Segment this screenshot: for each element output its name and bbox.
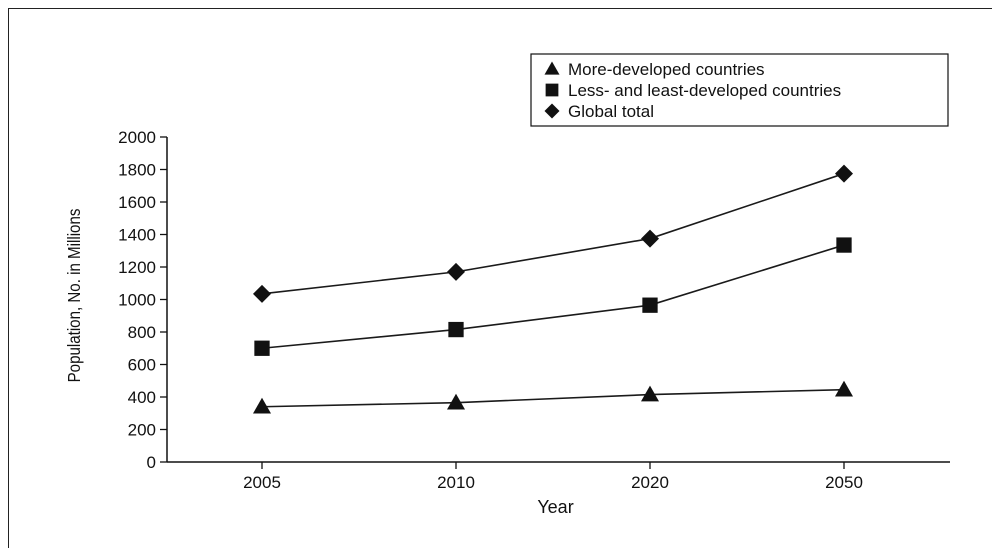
y-tick-label: 1800 xyxy=(118,161,156,180)
square-marker xyxy=(642,297,658,313)
triangle-marker xyxy=(544,61,560,75)
legend-items: More-developed countries Less- and least-… xyxy=(544,60,841,121)
x-tick-label: 2020 xyxy=(631,473,669,492)
y-tick-label: 400 xyxy=(128,388,156,407)
triangle-marker xyxy=(835,380,853,397)
x-tick-label: 2010 xyxy=(437,473,475,492)
triangle-marker xyxy=(641,385,659,402)
square-marker xyxy=(254,340,270,356)
series-diamond xyxy=(253,164,853,303)
y-tick-label: 2000 xyxy=(118,128,156,147)
series-line xyxy=(261,388,845,408)
legend-item: Less- and least-developed countries xyxy=(545,81,841,100)
y-tick-label: 200 xyxy=(128,421,156,440)
diamond-marker xyxy=(253,284,271,303)
y-tick-label: 0 xyxy=(147,453,156,472)
legend-item: More-developed countries xyxy=(544,60,765,79)
y-tick-label: 1200 xyxy=(118,258,156,277)
legend: More-developed countries Less- and least-… xyxy=(530,53,949,127)
legend-label: Less- and least-developed countries xyxy=(568,81,841,100)
triangle-marker xyxy=(447,393,465,410)
diamond-marker xyxy=(835,164,853,183)
legend-box xyxy=(530,53,949,127)
diamond-marker xyxy=(447,262,465,281)
y-tick-label: 1000 xyxy=(118,291,156,310)
series-square xyxy=(254,237,852,356)
series-layer xyxy=(253,164,853,414)
x-axis-ticks: 2005 2010 2020 2050 xyxy=(243,462,863,492)
series-line xyxy=(261,244,845,350)
y-axis-ticks: 0 200 400 600 800 1000 1200 1400 1600 1800 2000 xyxy=(118,128,167,472)
chart-frame xyxy=(8,8,992,548)
x-tick-label: 2050 xyxy=(825,473,863,492)
x-axis-title: Year xyxy=(537,497,573,517)
legend-label: More-developed countries xyxy=(568,60,765,79)
y-tick-label: 1600 xyxy=(118,193,156,212)
diamond-marker xyxy=(544,103,560,119)
square-marker xyxy=(545,83,559,97)
square-marker xyxy=(836,237,852,253)
series-line xyxy=(261,172,845,295)
y-tick-label: 1400 xyxy=(118,226,156,245)
triangle-marker xyxy=(253,397,271,414)
series-triangle xyxy=(253,380,853,414)
x-tick-label: 2005 xyxy=(243,473,281,492)
y-axis-title: Population, No. in Millions xyxy=(64,209,85,383)
legend-label: Global total xyxy=(568,102,654,121)
square-marker xyxy=(448,321,464,338)
diamond-marker xyxy=(641,229,659,248)
y-tick-label: 800 xyxy=(128,323,156,342)
legend-item: Global total xyxy=(544,102,654,121)
chart-axes xyxy=(166,137,950,463)
y-tick-label: 600 xyxy=(128,356,156,375)
